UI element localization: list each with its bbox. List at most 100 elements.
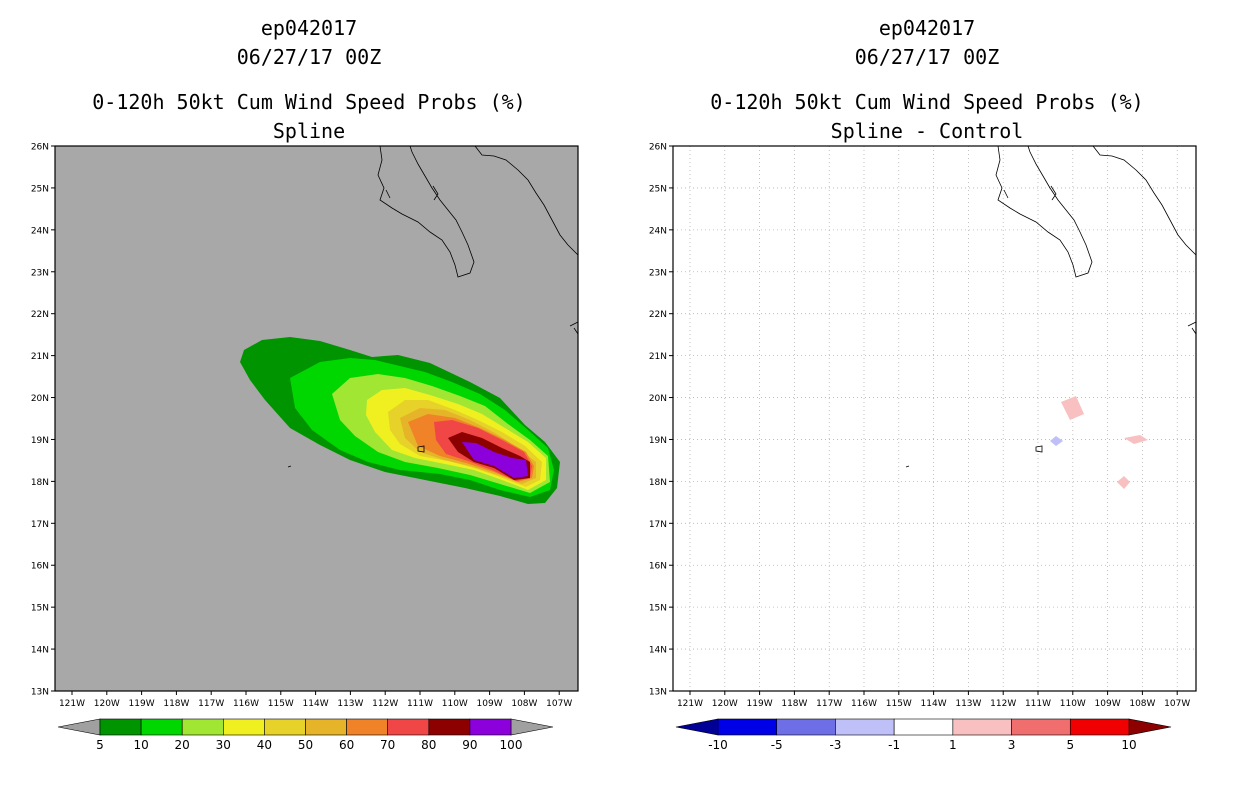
colorbar-label: -3 [829,738,841,752]
longitude-labels: 121W 120W 119W 118W 117W 116W 115W 114W 113W 112W… [59,691,572,709]
lat-label: 22N [649,310,667,320]
colorbar-swatch [893,718,954,736]
lat-label: 15N [31,604,49,614]
colorbar-under-arrow [675,718,719,736]
contour-90 [462,442,528,478]
colorbar-swatch [776,718,836,736]
lon-label: 108W [1129,699,1155,709]
colorbar-label: 60 [339,738,354,752]
lon-label: 119W [747,699,773,709]
lat-label: 13N [31,688,49,698]
panel-subtitle: Spline [272,119,346,143]
lat-label: 22N [31,310,49,320]
colorbar-swatch [305,718,347,736]
colorbar-label: -10 [708,738,728,752]
lon-label: 120W [94,699,120,709]
lat-label: 19N [31,436,49,446]
colorbar-swatch [181,718,224,736]
colorbar-swatch [346,718,389,736]
lat-label: 19N [649,436,667,446]
colorbar-over-arrow [1128,718,1172,736]
lat-label: 14N [31,646,49,656]
colorbar-label: 40 [257,738,272,752]
map-frame [54,145,579,692]
lon-label: 113W [337,699,363,709]
diff-negative-area [1050,436,1063,446]
lat-label: 16N [31,562,49,572]
colorbar-swatch [469,718,512,736]
lat-label: 17N [31,520,49,530]
lon-label: 121W [677,699,703,709]
lat-label: 26N [31,143,49,153]
colorbar-swatch [387,718,430,736]
lon-label: 112W [372,699,398,709]
lat-label: 14N [649,646,667,656]
colorbar-label: 50 [298,738,313,752]
lat-label: 25N [649,184,667,194]
lon-label: 118W [781,699,807,709]
product-title: 0-120h 50kt Cum Wind Speed Probs (%) [710,90,1144,114]
lon-label: 117W [816,699,842,709]
colorbar-over-arrow [510,718,554,736]
map-figure: 26N 25N 24N 23N 22N 21N 20N 19N 18N 17N 16N 15N 14N 1… [31,143,579,752]
colorbar: 5 10 20 30 40 50 60 70 80 90 100 [57,718,554,752]
lat-label: 23N [31,268,49,278]
lon-label: 113W [955,699,981,709]
colorbar-label: -1 [888,738,900,752]
colorbar-swatch [1011,718,1071,736]
difference-contours [1050,396,1148,489]
lon-label: 111W [407,699,433,709]
lon-label: 114W [921,699,947,709]
lat-label: 26N [649,143,667,153]
map-figure: 26N 25N 24N 23N 22N 21N 20N 19N 18N 17N 16N 15N 14N 1… [649,143,1197,752]
lat-label: 15N [649,604,667,614]
colorbar-label: 3 [1008,738,1016,752]
storm-id: ep042017 [260,16,358,40]
colorbar-swatch [952,718,1012,736]
datetime: 06/27/17 00Z [854,45,1000,69]
lon-label: 119W [129,699,155,709]
lon-label: 109W [1095,699,1121,709]
lat-label: 18N [649,478,667,488]
colorbar-label: 5 [96,738,104,752]
lon-label: 115W [268,699,294,709]
colorbar-swatch [99,718,142,736]
lon-label: 112W [990,699,1016,709]
lon-label: 111W [1025,699,1051,709]
lon-label: 121W [59,699,85,709]
lon-label: 115W [886,699,912,709]
colorbar-swatch [223,718,265,736]
colorbar-swatch [264,718,306,736]
lon-label: 109W [477,699,503,709]
colorbar-swatch [835,718,895,736]
lat-label: 20N [649,394,667,404]
colorbar-label: -5 [771,738,783,752]
colorbar-label: 80 [421,738,436,752]
lat-label: 18N [31,478,49,488]
datetime: 06/27/17 00Z [236,45,382,69]
lon-label: 110W [1060,699,1086,709]
colorbar-label: 100 [500,738,523,752]
lon-label: 114W [303,699,329,709]
colorbar-swatch [717,718,778,736]
lon-label: 116W [851,699,877,709]
colorbar-label: 90 [462,738,477,752]
map-frame [672,145,1197,692]
lon-label: 118W [163,699,189,709]
lon-label: 110W [442,699,468,709]
colorbar-label: 30 [216,738,231,752]
lon-label: 120W [712,699,738,709]
latitude-labels: 26N 25N 24N 23N 22N 21N 20N 19N 18N 17N 16N 15N 14N 1… [31,143,55,698]
colorbar-swatch [428,718,471,736]
lat-label: 23N [649,268,667,278]
diff-positive-area [1061,396,1084,420]
storm-id: ep042017 [878,16,976,40]
colorbar-under-arrow [57,718,101,736]
colorbar-swatch [140,718,183,736]
coastline [287,145,579,468]
coastline [905,145,1197,468]
map-background [673,146,1196,691]
product-title: 0-120h 50kt Cum Wind Speed Probs (%) [92,90,526,114]
latitude-labels: 26N 25N 24N 23N 22N 21N 20N 19N 18N 17N 16N 15N 14N 1… [649,143,673,698]
probability-contours [240,337,560,504]
